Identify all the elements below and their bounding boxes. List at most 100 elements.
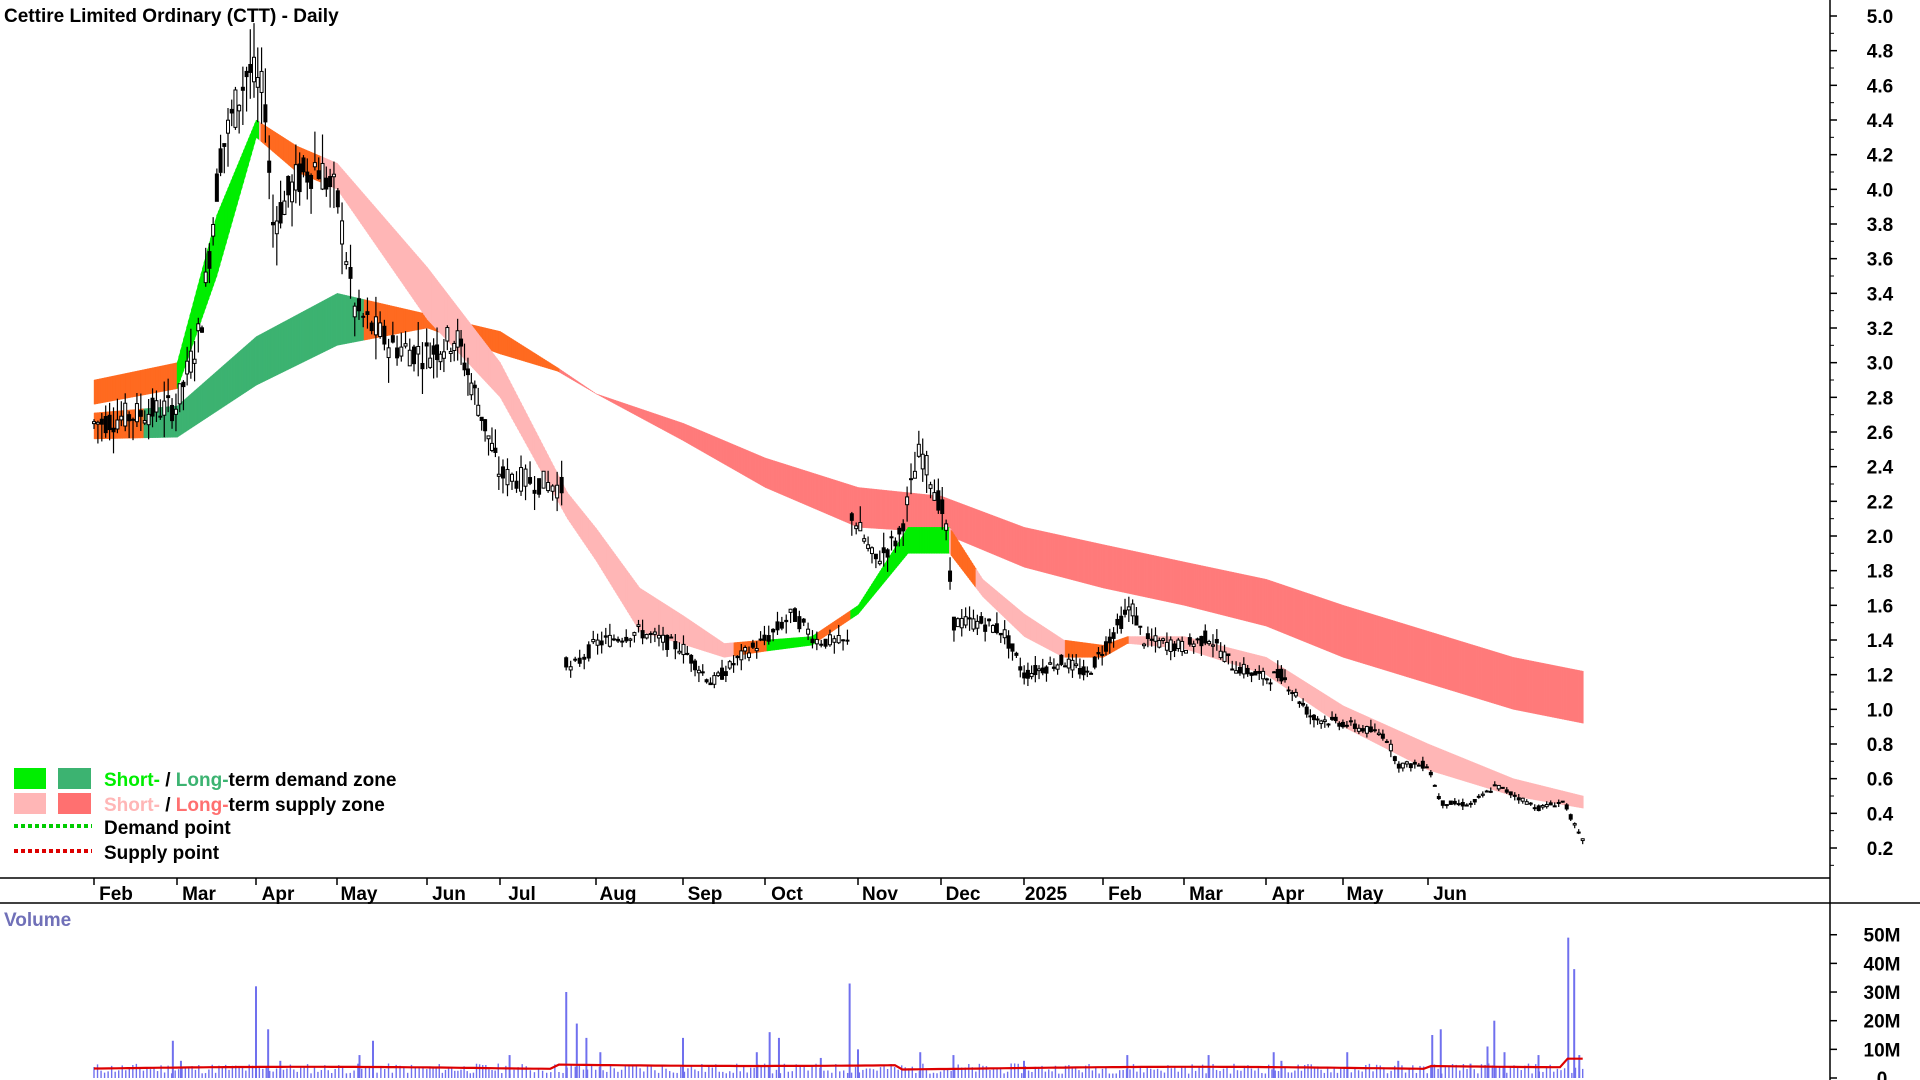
volume-tick-label: 40M — [1864, 954, 1901, 975]
candle-body — [119, 415, 124, 421]
candle-body — [603, 635, 608, 638]
candle-body — [1172, 643, 1177, 652]
long-term-band-segment — [593, 392, 597, 395]
candle-body — [1203, 630, 1208, 644]
candle-body — [1424, 766, 1429, 769]
legend-swatch-short-supply — [14, 793, 46, 814]
candle-body — [897, 527, 902, 535]
legend-demand-short: Short- — [104, 770, 160, 791]
candle-body — [240, 86, 245, 91]
candle-body — [1261, 670, 1266, 680]
candle-body — [1142, 643, 1147, 647]
candle-body — [218, 148, 223, 173]
candle-body — [1164, 641, 1169, 651]
candle-body — [1476, 795, 1481, 798]
candle-body — [909, 478, 914, 481]
candle-body — [1279, 668, 1284, 682]
candle-body — [873, 553, 878, 560]
candle-body — [324, 177, 329, 190]
candle-body — [222, 143, 227, 147]
candle-body — [500, 466, 505, 479]
candle-body — [1356, 727, 1361, 732]
candle-body — [1364, 726, 1369, 734]
candle-body — [845, 639, 850, 642]
candle-body — [1183, 649, 1188, 654]
candle-body — [1508, 791, 1513, 796]
candle-body — [211, 223, 216, 237]
candle-body — [407, 349, 412, 367]
candle-body — [936, 490, 941, 511]
candle-body — [1372, 729, 1377, 732]
candle-body — [99, 418, 104, 425]
candle-body — [510, 473, 515, 482]
candle-body — [1089, 672, 1094, 675]
candle-body — [181, 381, 186, 388]
candle-body — [233, 89, 238, 128]
candle-body — [797, 616, 802, 630]
candle-body — [1436, 795, 1441, 800]
legend-supply-sep: / — [160, 795, 176, 816]
candle-body — [138, 410, 143, 417]
candle-body — [479, 416, 484, 421]
candle-body — [700, 671, 705, 674]
candle-body — [493, 447, 498, 453]
candle-body — [1460, 801, 1465, 807]
candle-body — [1319, 720, 1324, 725]
candle-body — [1077, 667, 1082, 675]
candle-body — [750, 642, 755, 648]
candle-body — [1048, 662, 1053, 665]
candle-body — [959, 617, 964, 629]
candle-body — [1568, 814, 1573, 820]
candle-body — [940, 499, 945, 515]
candle-body — [95, 421, 100, 425]
y-tick-label: 5.0 — [1867, 7, 1893, 28]
candle-body — [328, 176, 333, 188]
candle-body — [438, 353, 443, 363]
candle-body — [827, 634, 832, 646]
candle-body — [489, 442, 494, 451]
y-tick-label: 2.6 — [1867, 423, 1893, 444]
candle-body — [1157, 640, 1162, 648]
candle-body — [775, 621, 780, 631]
candle-body — [1145, 633, 1150, 640]
candle-body — [255, 77, 260, 88]
candle-body — [620, 640, 625, 643]
x-tick-label: Feb — [99, 884, 133, 905]
candle-body — [819, 643, 824, 646]
candle-body — [1520, 797, 1525, 802]
candle-body — [881, 547, 886, 554]
candle-body — [1018, 666, 1023, 671]
legend-supply-long: Long- — [176, 795, 229, 816]
candle-body — [1340, 721, 1345, 728]
candle-body — [568, 666, 573, 671]
volume-tick-label: 0 — [1877, 1069, 1888, 1080]
candle-body — [523, 468, 528, 487]
candle-body — [301, 157, 306, 173]
candle-body — [486, 435, 491, 440]
candle-body — [420, 362, 425, 370]
candle-body — [1297, 701, 1302, 704]
candle-body — [200, 327, 205, 333]
candle-body — [244, 70, 249, 78]
candle-body — [127, 414, 132, 422]
candle-body — [990, 625, 995, 633]
x-tick-label: May — [341, 884, 378, 905]
candle-body — [735, 655, 740, 659]
candle-body — [1330, 716, 1335, 720]
candle-body — [1230, 668, 1235, 671]
candle-body — [743, 647, 748, 652]
candle-body — [1286, 689, 1291, 692]
candle-body — [788, 608, 793, 613]
candle-body — [636, 624, 641, 627]
candle-body — [685, 652, 690, 655]
candle-body — [1368, 726, 1373, 733]
candle-body — [1290, 692, 1295, 695]
candle-body — [640, 630, 645, 639]
candle-body — [519, 467, 524, 492]
candle-body — [1412, 761, 1417, 765]
candle-body — [365, 311, 370, 315]
candle-body — [448, 350, 453, 355]
candle-body — [1556, 801, 1561, 804]
candle-body — [1560, 800, 1565, 803]
